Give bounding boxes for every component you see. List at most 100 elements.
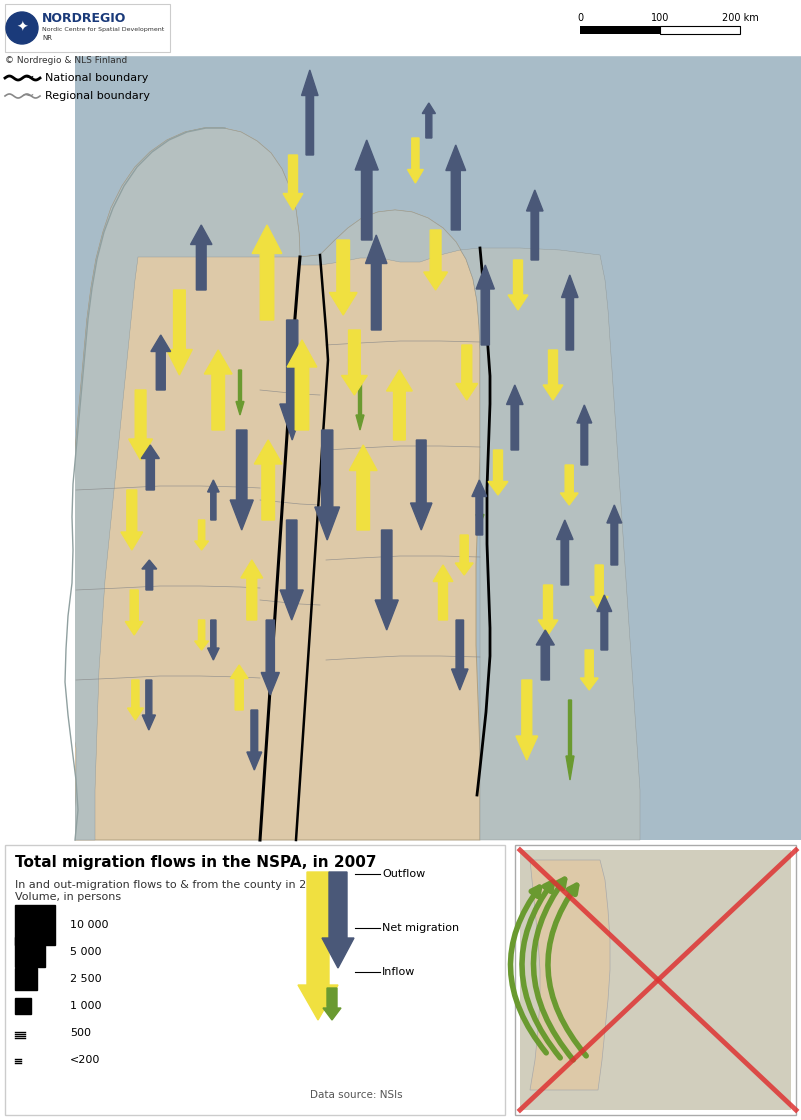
- FancyArrow shape: [424, 230, 448, 290]
- FancyArrow shape: [566, 700, 574, 780]
- FancyArrow shape: [207, 620, 219, 660]
- Text: ~: ~: [20, 69, 34, 87]
- FancyArrow shape: [241, 560, 263, 620]
- FancyArrow shape: [323, 988, 341, 1020]
- Bar: [15, 968, 37, 990]
- Polygon shape: [65, 128, 480, 840]
- Text: Outflow: Outflow: [382, 869, 425, 879]
- FancyArrow shape: [142, 560, 157, 590]
- Text: 500: 500: [70, 1028, 91, 1038]
- Bar: [0, 0, 801, 55]
- FancyArrow shape: [207, 480, 219, 520]
- Text: © Nordregio & NLS Finland: © Nordregio & NLS Finland: [5, 56, 127, 65]
- FancyArrow shape: [204, 349, 232, 430]
- FancyArrow shape: [287, 340, 317, 430]
- Bar: [0, 55, 801, 840]
- FancyArrow shape: [536, 629, 554, 680]
- FancyArrow shape: [597, 595, 612, 650]
- Text: ✦: ✦: [16, 21, 28, 35]
- FancyArrow shape: [298, 872, 338, 1020]
- Text: Regional boundary: Regional boundary: [45, 91, 150, 101]
- Text: Nordic Centre for Spatial Development: Nordic Centre for Spatial Development: [42, 27, 164, 31]
- Polygon shape: [530, 860, 610, 1090]
- FancyArrow shape: [590, 564, 608, 610]
- FancyArrow shape: [477, 265, 494, 345]
- Bar: [5, 844, 505, 1116]
- FancyArrow shape: [506, 385, 523, 450]
- Text: 100: 100: [650, 13, 669, 24]
- FancyArrow shape: [476, 491, 484, 525]
- Text: 0: 0: [577, 13, 583, 24]
- Bar: [15, 998, 31, 1014]
- FancyArrow shape: [356, 380, 364, 430]
- Polygon shape: [300, 211, 640, 840]
- FancyArrow shape: [365, 235, 387, 330]
- FancyArrow shape: [301, 69, 318, 155]
- Text: Net migration: Net migration: [382, 923, 459, 933]
- Text: Total migration flows in the NSPA, in 2007: Total migration flows in the NSPA, in 20…: [15, 855, 376, 870]
- FancyArrow shape: [167, 290, 192, 375]
- Circle shape: [6, 12, 38, 44]
- Text: NR: NR: [42, 35, 52, 41]
- Bar: [520, 850, 791, 1110]
- FancyArrow shape: [526, 190, 543, 260]
- FancyArrow shape: [375, 530, 398, 629]
- FancyArrow shape: [283, 155, 303, 211]
- FancyArrow shape: [255, 440, 282, 520]
- FancyArrow shape: [607, 505, 622, 564]
- FancyArrow shape: [408, 138, 423, 183]
- FancyArrow shape: [315, 430, 340, 540]
- FancyArrow shape: [247, 710, 262, 771]
- FancyBboxPatch shape: [5, 4, 170, 52]
- FancyArrow shape: [562, 276, 578, 349]
- FancyArrow shape: [261, 620, 280, 696]
- Text: <200: <200: [70, 1055, 100, 1065]
- FancyArrow shape: [543, 349, 563, 400]
- FancyArrow shape: [230, 430, 253, 530]
- FancyArrow shape: [538, 585, 558, 635]
- FancyArrow shape: [125, 590, 143, 635]
- Bar: [0, 55, 75, 840]
- FancyArrow shape: [280, 520, 304, 620]
- FancyArrow shape: [195, 620, 208, 650]
- FancyArrow shape: [127, 680, 143, 720]
- FancyArrow shape: [560, 465, 578, 505]
- Bar: [660, 26, 740, 34]
- Text: Inflow: Inflow: [382, 967, 416, 977]
- Text: N: N: [771, 2, 779, 12]
- FancyArrow shape: [280, 320, 304, 440]
- FancyArrow shape: [422, 103, 436, 138]
- Text: National boundary: National boundary: [45, 73, 148, 83]
- Bar: [515, 844, 796, 1116]
- Text: ~: ~: [20, 87, 34, 105]
- FancyArrow shape: [151, 335, 171, 390]
- FancyArrow shape: [411, 440, 432, 530]
- FancyArrow shape: [577, 405, 592, 465]
- FancyArrow shape: [129, 390, 152, 460]
- FancyArrow shape: [387, 370, 413, 440]
- FancyArrow shape: [195, 520, 208, 550]
- Text: Data source: NSIs: Data source: NSIs: [310, 1090, 403, 1100]
- Polygon shape: [65, 128, 300, 840]
- FancyArrow shape: [252, 225, 282, 320]
- FancyArrow shape: [121, 491, 143, 550]
- Text: 5 000: 5 000: [70, 948, 102, 956]
- Text: 2 500: 2 500: [70, 974, 102, 984]
- FancyArrow shape: [341, 330, 368, 395]
- Bar: [15, 905, 55, 945]
- FancyArrow shape: [508, 260, 528, 310]
- FancyArrow shape: [349, 445, 377, 530]
- Bar: [580, 26, 660, 34]
- Bar: [15, 937, 45, 967]
- FancyArrow shape: [355, 140, 378, 240]
- FancyArrow shape: [433, 564, 453, 620]
- FancyArrow shape: [455, 535, 473, 575]
- Text: 10 000: 10 000: [70, 920, 108, 930]
- FancyArrow shape: [516, 680, 537, 760]
- FancyArrow shape: [231, 665, 248, 710]
- FancyArrow shape: [557, 520, 573, 585]
- FancyArrow shape: [143, 680, 155, 730]
- FancyArrow shape: [236, 370, 244, 416]
- Text: 200 km: 200 km: [722, 13, 759, 24]
- FancyArrow shape: [141, 445, 159, 491]
